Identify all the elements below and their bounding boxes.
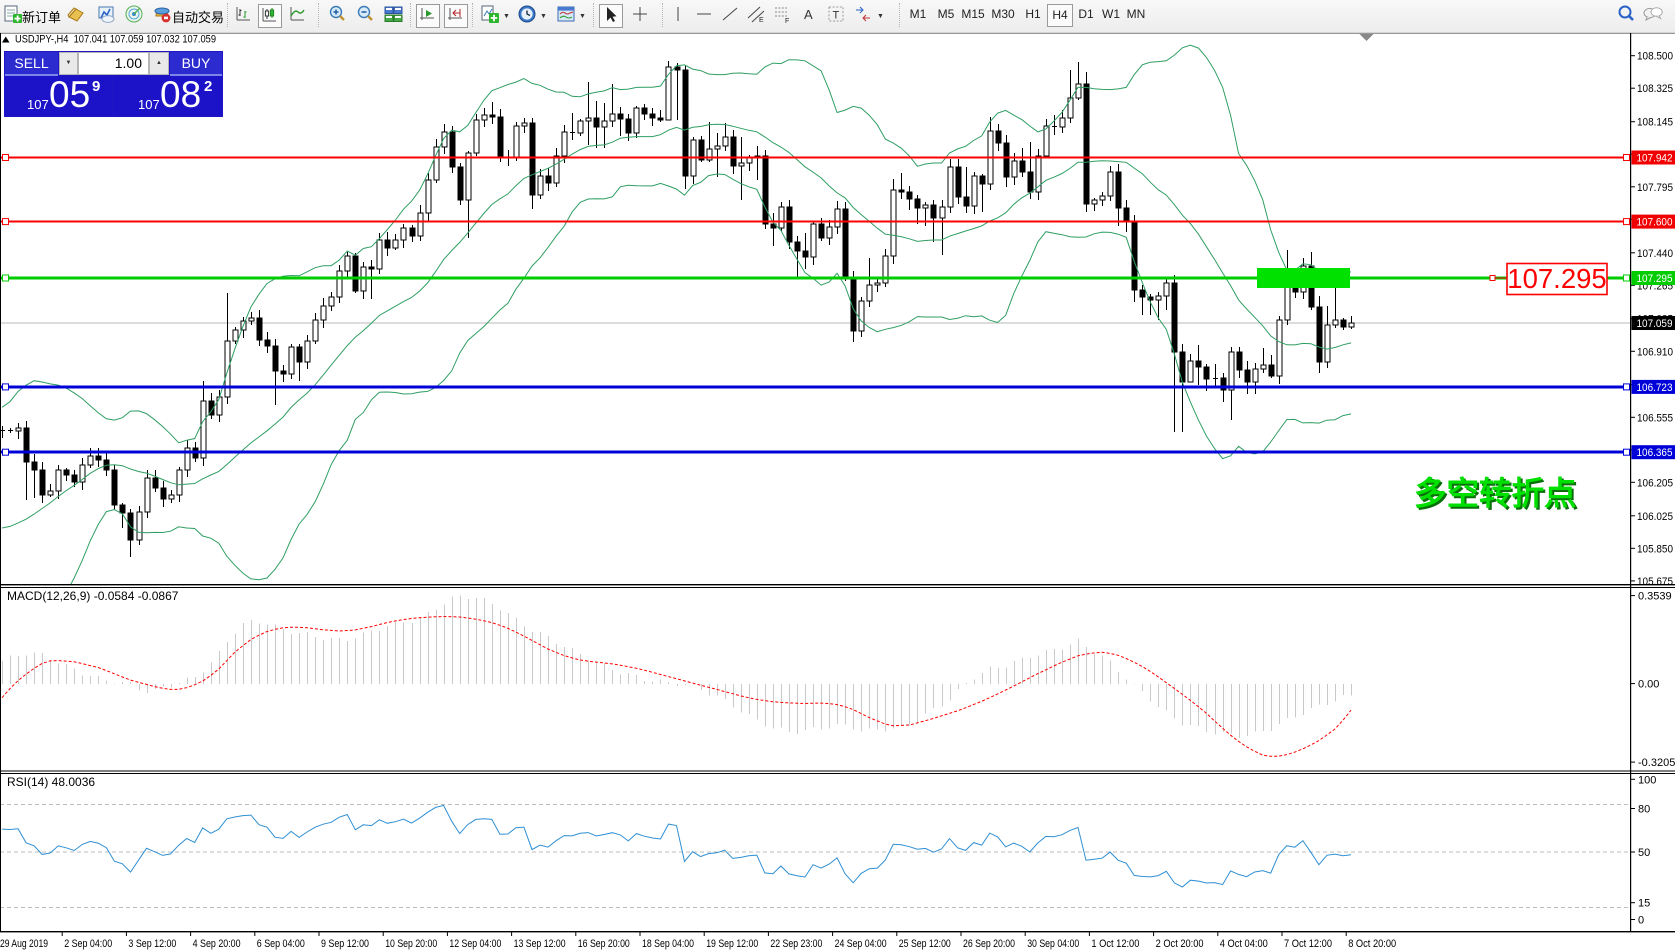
svg-text:29 Aug 2019: 29 Aug 2019 <box>0 938 48 950</box>
svg-text:106.025: 106.025 <box>1637 511 1673 523</box>
svg-text:T: T <box>833 10 840 22</box>
svg-text:22 Sep 23:00: 22 Sep 23:00 <box>770 938 822 950</box>
svg-text:105.675: 105.675 <box>1637 576 1673 588</box>
svg-text:107.440: 107.440 <box>1637 248 1673 260</box>
svg-text:107.942: 107.942 <box>1637 153 1673 165</box>
svg-text:107.795: 107.795 <box>1637 182 1673 194</box>
svg-text:F: F <box>785 18 789 24</box>
svg-text:6 Sep 04:00: 6 Sep 04:00 <box>257 938 305 950</box>
svg-text:0: 0 <box>1638 915 1644 927</box>
svg-text:A: A <box>804 7 813 22</box>
svg-text:107.600: 107.600 <box>1637 217 1673 229</box>
svg-text:多空转折点: 多空转折点 <box>1414 476 1577 512</box>
svg-text:0.3539: 0.3539 <box>1638 591 1672 603</box>
svg-text:106.723: 106.723 <box>1637 382 1673 394</box>
svg-text:106.205: 106.205 <box>1637 477 1673 489</box>
svg-text:30 Sep 04:00: 30 Sep 04:00 <box>1027 938 1079 950</box>
svg-text:多空转折点: 多空转折点 <box>1416 478 1579 514</box>
svg-text:RSI(14) 48.0036: RSI(14) 48.0036 <box>7 775 95 789</box>
svg-text:4 Oct 04:00: 4 Oct 04:00 <box>1220 938 1268 950</box>
svg-text:13 Sep 12:00: 13 Sep 12:00 <box>514 938 566 950</box>
svg-text:108.325: 108.325 <box>1637 83 1673 95</box>
svg-text:106.555: 106.555 <box>1637 412 1673 424</box>
svg-text:3 Sep 12:00: 3 Sep 12:00 <box>128 938 176 950</box>
svg-text:108.500: 108.500 <box>1637 51 1673 63</box>
svg-text:MACD(12,26,9) -0.0584 -0.0867: MACD(12,26,9) -0.0584 -0.0867 <box>7 589 179 603</box>
svg-text:2 Oct 20:00: 2 Oct 20:00 <box>1156 938 1204 950</box>
svg-text:10 Sep 20:00: 10 Sep 20:00 <box>385 938 437 950</box>
svg-text:26 Sep 20:00: 26 Sep 20:00 <box>963 938 1015 950</box>
svg-text:106.365: 106.365 <box>1637 447 1673 459</box>
svg-text:E: E <box>759 17 764 24</box>
svg-text:9 Sep 12:00: 9 Sep 12:00 <box>321 938 369 950</box>
svg-text:18 Sep 04:00: 18 Sep 04:00 <box>642 938 694 950</box>
svg-text:107.059: 107.059 <box>1637 318 1673 330</box>
svg-text:15: 15 <box>1638 898 1650 910</box>
svg-text:16 Sep 20:00: 16 Sep 20:00 <box>578 938 630 950</box>
svg-text:80: 80 <box>1638 804 1650 816</box>
svg-text:8 Oct 20:00: 8 Oct 20:00 <box>1348 938 1396 950</box>
svg-text:7 Oct 12:00: 7 Oct 12:00 <box>1284 938 1332 950</box>
svg-text:1 Oct 12:00: 1 Oct 12:00 <box>1091 938 1139 950</box>
svg-text:50: 50 <box>1638 847 1650 859</box>
svg-text:4 Sep 20:00: 4 Sep 20:00 <box>193 938 241 950</box>
svg-text:-0.3205: -0.3205 <box>1638 757 1675 769</box>
svg-text:24 Sep 04:00: 24 Sep 04:00 <box>835 938 887 950</box>
svg-text:107.295: 107.295 <box>1507 263 1606 294</box>
svg-text:105.850: 105.850 <box>1637 543 1673 555</box>
svg-text:106.910: 106.910 <box>1637 346 1673 358</box>
svg-text:107.295: 107.295 <box>1637 273 1673 285</box>
svg-text:2 Sep 04:00: 2 Sep 04:00 <box>64 938 112 950</box>
svg-text:12 Sep 04:00: 12 Sep 04:00 <box>449 938 501 950</box>
svg-text:USDJPY-,H4 107.041 107.059 10: USDJPY-,H4 107.041 107.059 107.032 107.0… <box>15 34 216 46</box>
svg-text:108.145: 108.145 <box>1637 117 1673 129</box>
svg-text:0.00: 0.00 <box>1638 679 1659 691</box>
svg-text:19 Sep 12:00: 19 Sep 12:00 <box>706 938 758 950</box>
svg-text:100: 100 <box>1638 774 1656 786</box>
svg-text:25 Sep 12:00: 25 Sep 12:00 <box>899 938 951 950</box>
